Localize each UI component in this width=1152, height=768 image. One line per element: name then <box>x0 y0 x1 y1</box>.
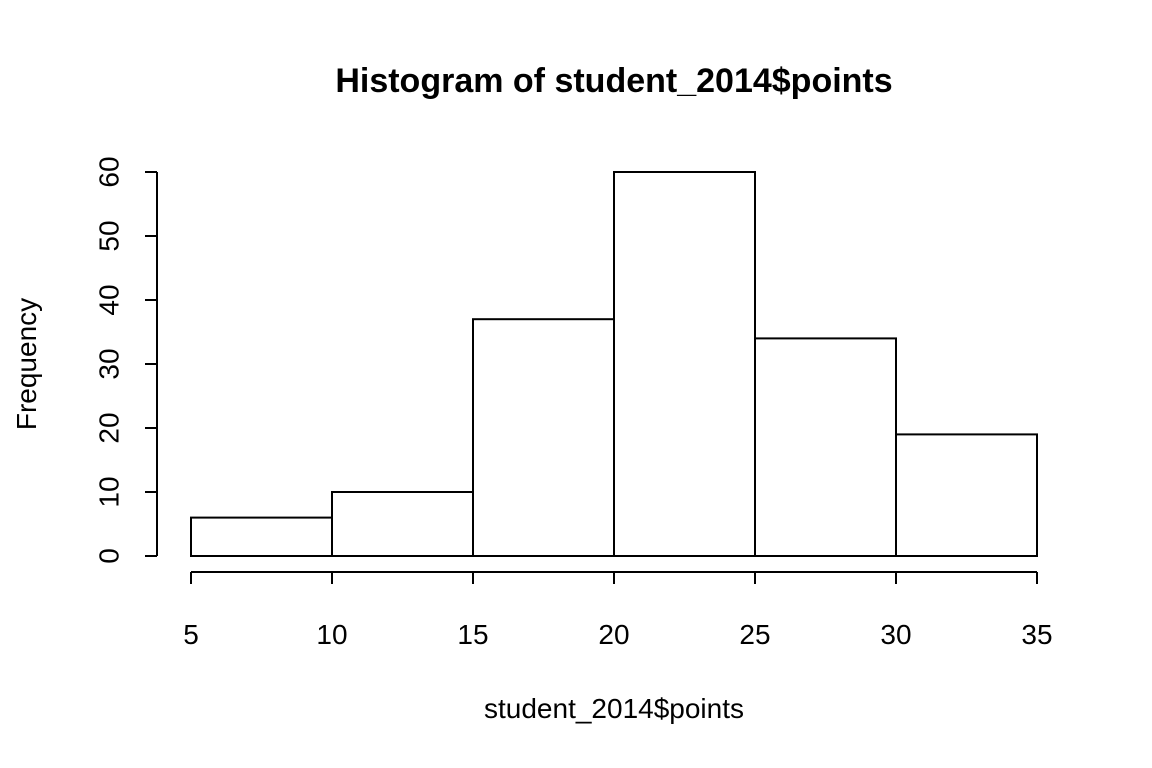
x-tick-label-5: 30 <box>880 619 911 650</box>
x-axis-label: student_2014$points <box>484 693 744 724</box>
x-tick-label-1: 10 <box>316 619 347 650</box>
y-tick-label-2: 20 <box>93 412 124 443</box>
x-tick-label-0: 5 <box>183 619 199 650</box>
y-tick-label-3: 30 <box>93 348 124 379</box>
histogram-bar-0 <box>190 516 333 557</box>
histogram-bar-5 <box>895 433 1038 557</box>
y-tick-label-1: 10 <box>93 476 124 507</box>
histogram-bar-2 <box>472 318 615 558</box>
histogram-bar-3 <box>613 171 756 557</box>
y-tick-label-0: 0 <box>93 548 124 564</box>
y-tick-label-5: 50 <box>93 220 124 251</box>
x-tick-label-4: 25 <box>739 619 770 650</box>
x-tick-label-3: 20 <box>598 619 629 650</box>
histogram-bar-4 <box>754 337 897 557</box>
x-tick-label-6: 35 <box>1021 619 1052 650</box>
y-axis: 0 10 20 30 40 50 60 <box>93 156 158 564</box>
x-tick-label-2: 15 <box>457 619 488 650</box>
y-tick-label-6: 60 <box>93 156 124 187</box>
chart-title: Histogram of student_2014$points <box>335 62 892 100</box>
bars-group <box>190 171 1038 558</box>
histogram-bar-1 <box>331 491 474 557</box>
y-tick-label-4: 40 <box>93 284 124 315</box>
y-axis-label: Frequency <box>11 298 42 430</box>
x-axis: 5 10 15 20 25 30 35 <box>183 571 1053 650</box>
